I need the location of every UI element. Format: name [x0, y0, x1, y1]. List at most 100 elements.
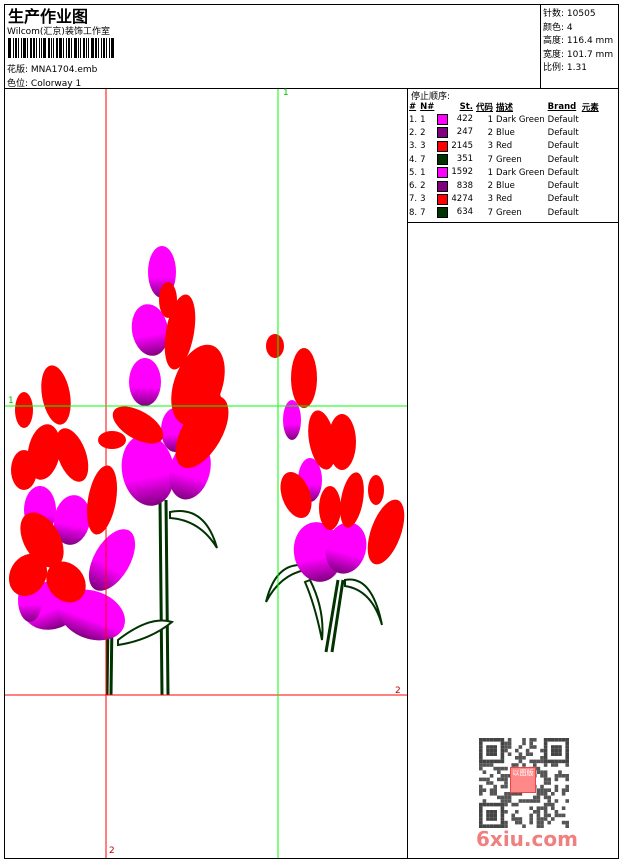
leaf — [265, 563, 308, 603]
table-row: 3. 3 2145 3 Red Default — [409, 140, 602, 153]
stop-sequence-title: 停止顺序: — [411, 92, 451, 102]
table-row: 7. 3 4274 3 Red Default — [409, 193, 602, 206]
stitch-count: 634 — [437, 206, 476, 219]
needle-number: 1 — [420, 114, 426, 125]
info-value: 101.7 mm — [566, 49, 614, 60]
table-row: 5. 1 1592 1 Dark Green Default — [409, 166, 602, 179]
color-description: Dark Green — [496, 167, 545, 178]
row-index: 6. — [409, 181, 418, 192]
red-petal — [367, 499, 405, 565]
color-code: 1 — [487, 114, 494, 125]
color-swatch — [437, 180, 449, 192]
stitch-count: 422 — [437, 113, 476, 126]
color-swatch — [437, 193, 449, 205]
red-petal — [198, 385, 222, 425]
red-petal — [15, 392, 33, 428]
brand: Default — [547, 181, 579, 192]
table-row: 4. 7 351 7 Green Default — [409, 153, 602, 166]
studio-name: Wilcom(汇京)装饰工作室 — [7, 27, 110, 37]
color-code: 7 — [487, 207, 494, 218]
stitch-count: 838 — [437, 179, 476, 192]
page-title: 生产作业图 — [8, 7, 89, 26]
stitch-value: 4274 — [451, 193, 474, 204]
colorway: 色位: Colorway 1 — [7, 76, 81, 89]
stop-sequence-table: # N# St. 代码 描述 Brand 元素 1. 1 422 1 Dark Green … — [409, 101, 602, 219]
needle-number: 1 — [420, 167, 426, 178]
info-label: 颜色: — [543, 22, 565, 33]
stitch-value: 2145 — [451, 140, 474, 151]
red-petal — [46, 561, 86, 603]
info-label: 比例: — [543, 63, 565, 73]
red-petal — [319, 486, 341, 530]
red-petal — [20, 512, 64, 568]
guide-label-red-right: 2 — [395, 686, 401, 696]
stitch-value: 838 — [456, 180, 474, 191]
row-index: 3. — [409, 141, 418, 152]
red-petal — [41, 365, 71, 425]
column-header: 代码 — [476, 103, 494, 113]
colorway-label: 色位: — [7, 79, 29, 89]
color-description: Red — [496, 194, 513, 205]
stem — [324, 579, 340, 653]
stitch-value: 634 — [456, 207, 474, 218]
row-index: 4. — [409, 154, 418, 165]
info-row: 高度: 116.4 mm — [543, 33, 613, 46]
color-code: 3 — [487, 141, 494, 152]
stitch-count: 247 — [437, 126, 476, 139]
leaf — [344, 578, 383, 626]
column-header: N# — [420, 102, 435, 112]
column-header: # — [409, 102, 417, 112]
leaf — [117, 619, 175, 647]
table-row: 2. 2 247 2 Blue Default — [409, 126, 602, 139]
brand: Default — [547, 167, 579, 178]
row-index: 5. — [409, 167, 418, 178]
color-swatch — [437, 127, 449, 139]
leaf — [303, 578, 324, 641]
stitch-count: 2145 — [437, 140, 476, 153]
needle-number: 7 — [420, 154, 426, 165]
needle-number: 3 — [420, 141, 426, 152]
color-swatch — [437, 140, 449, 152]
red-petal — [11, 450, 37, 490]
red-petal — [112, 406, 164, 444]
info-row: 颜色: 4 — [543, 20, 573, 33]
seal-logo: 以图版 — [510, 767, 536, 793]
red-petal — [340, 472, 364, 528]
barcode — [8, 38, 118, 58]
stitch-value: 1592 — [451, 167, 474, 178]
magenta-petal — [59, 589, 125, 641]
magenta-petal — [283, 400, 301, 440]
design-file: 花版: MNA1704.emb — [7, 62, 97, 75]
red-petal — [291, 348, 317, 408]
design-label: 花版: — [7, 65, 29, 75]
guide-label-green-top: 1 — [283, 88, 289, 98]
red-petal — [308, 410, 336, 470]
column-header: 元素 — [581, 103, 599, 113]
color-description: Blue — [496, 181, 515, 192]
color-code: 3 — [487, 194, 494, 205]
red-petal — [266, 334, 284, 358]
design-value: MNA1704.emb — [30, 65, 98, 75]
info-value: 116.4 mm — [566, 36, 614, 46]
brand: Default — [547, 194, 579, 205]
stem — [164, 499, 170, 696]
table-row: 1. 1 422 1 Dark Green Default — [409, 113, 602, 126]
stem — [158, 499, 164, 696]
needle-number: 2 — [420, 181, 426, 192]
info-row: 针数: 10505 — [543, 6, 596, 19]
red-petal — [368, 475, 384, 505]
brand: Default — [547, 114, 579, 125]
color-description: Red — [496, 141, 513, 152]
stitch-count: 4274 — [437, 193, 476, 206]
red-petal — [280, 471, 312, 519]
red-petal — [8, 553, 48, 597]
stem — [330, 579, 345, 653]
row-index: 7. — [409, 194, 418, 205]
row-index: 1. — [409, 114, 418, 125]
info-value: 10505 — [566, 9, 596, 19]
color-swatch — [437, 167, 449, 179]
table-row: 6. 2 838 2 Blue Default — [409, 179, 602, 192]
qr-code[interactable] — [479, 738, 569, 828]
stitch-value: 422 — [456, 114, 474, 125]
